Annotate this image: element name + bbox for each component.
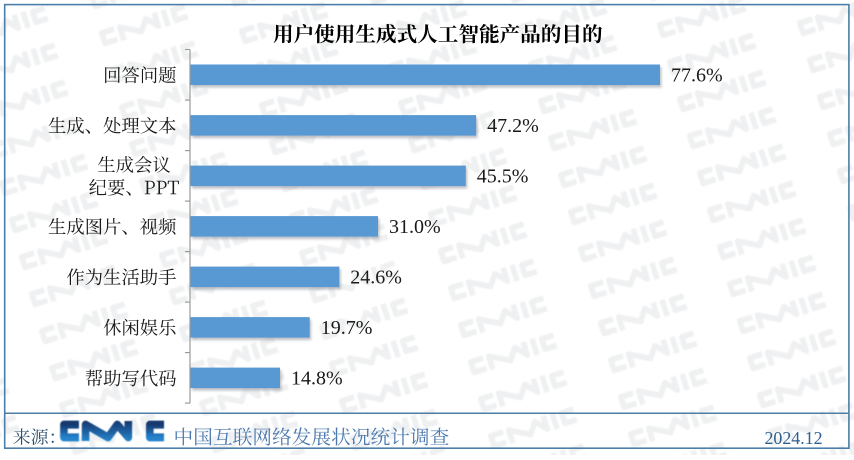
svg-text:24.6%: 24.6% [350, 267, 402, 289]
svg-text:45.5%: 45.5% [477, 166, 529, 188]
svg-text:19.7%: 19.7% [321, 317, 373, 339]
svg-text:2024.12: 2024.12 [764, 428, 822, 448]
svg-text:31.0%: 31.0% [389, 216, 441, 238]
svg-text:14.8%: 14.8% [291, 368, 343, 390]
svg-text:77.6%: 77.6% [671, 65, 723, 87]
svg-text:47.2%: 47.2% [487, 115, 539, 137]
